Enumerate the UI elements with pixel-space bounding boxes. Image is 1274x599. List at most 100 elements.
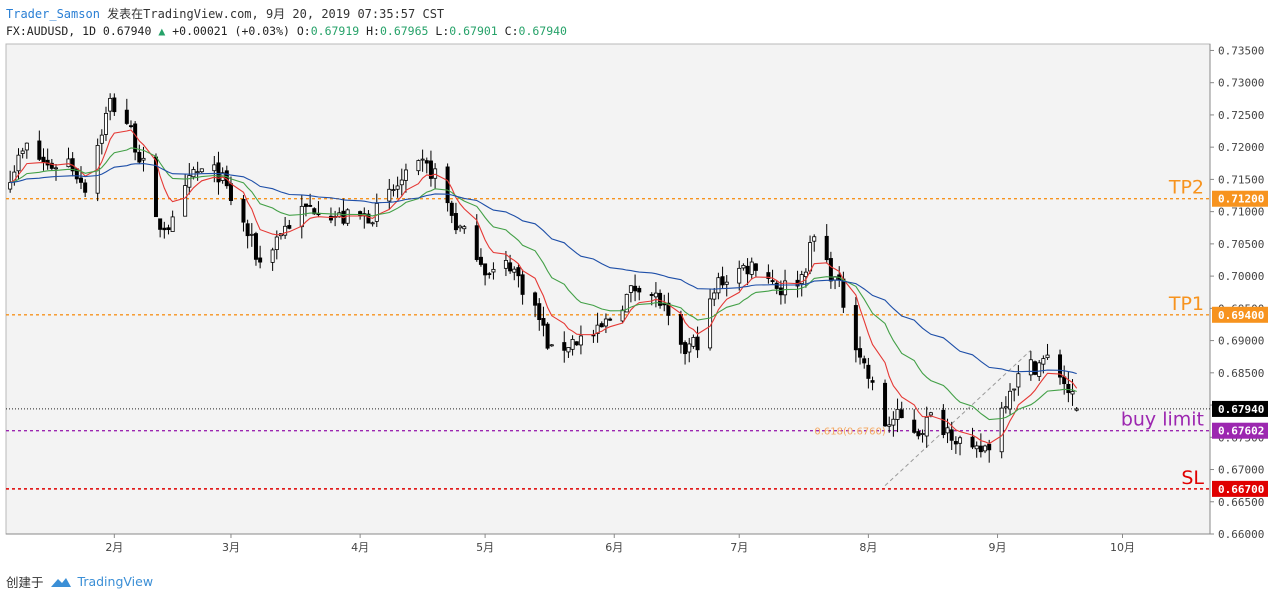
candle-body[interactable] [37, 140, 42, 160]
candle-body[interactable] [41, 156, 46, 163]
candle-body[interactable] [491, 268, 496, 273]
candle-body[interactable] [24, 142, 29, 151]
candle-body[interactable] [445, 166, 450, 204]
candle-body[interactable] [253, 233, 258, 260]
candle-body[interactable] [1070, 391, 1075, 395]
candle-body[interactable] [241, 198, 246, 223]
candle-body[interactable] [870, 380, 875, 383]
candle-body[interactable] [678, 314, 683, 345]
candle-body[interactable] [891, 418, 896, 426]
candle-body[interactable] [841, 278, 846, 308]
candle-body[interactable] [453, 213, 458, 231]
candle-body[interactable] [195, 171, 200, 174]
candle-body[interactable] [895, 408, 900, 420]
candle-body[interactable] [158, 218, 163, 230]
candle-body[interactable] [720, 276, 725, 286]
candle-body[interactable] [958, 437, 963, 444]
candle-body[interactable] [312, 208, 317, 215]
candle-body[interactable] [716, 277, 721, 294]
candle-body[interactable] [483, 263, 488, 276]
candle-body[interactable] [1008, 390, 1013, 410]
candle-body[interactable] [212, 164, 217, 172]
candle-body[interactable] [695, 336, 700, 351]
candle-body[interactable] [103, 112, 108, 135]
candle-body[interactable] [983, 445, 988, 452]
candle-body[interactable] [745, 265, 750, 275]
candle-body[interactable] [395, 185, 400, 190]
candle-body[interactable] [53, 167, 58, 170]
candle-body[interactable] [403, 169, 408, 181]
candle-body[interactable] [183, 185, 188, 217]
candle-body[interactable] [245, 223, 250, 237]
candle-body[interactable] [487, 273, 492, 276]
candle-body[interactable] [370, 222, 375, 225]
candle-body[interactable] [858, 348, 863, 358]
candle-body[interactable] [737, 267, 742, 284]
author-link[interactable]: Trader_Samson [6, 7, 100, 21]
plot-area[interactable] [5, 43, 1211, 535]
candle-body[interactable] [1037, 362, 1042, 377]
candle-body[interactable] [1016, 373, 1021, 388]
candle-body[interactable] [1012, 388, 1017, 391]
candle-body[interactable] [628, 285, 633, 293]
candle-body[interactable] [978, 445, 983, 453]
candle-body[interactable] [458, 225, 463, 229]
candle-body[interactable] [424, 160, 429, 164]
candle-body[interactable] [549, 344, 554, 347]
candle-body[interactable] [283, 225, 288, 236]
candle-body[interactable] [99, 134, 104, 144]
candle-body[interactable] [941, 409, 946, 436]
candle-body[interactable] [853, 305, 858, 351]
candle-body[interactable] [687, 343, 692, 353]
price-chart[interactable]: 0.73500 0.73000 0.72500 0.72000 0.71500 0.710… [0, 40, 1274, 565]
candle-body[interactable] [16, 154, 21, 172]
candle-body[interactable] [1074, 408, 1079, 411]
candle-body[interactable] [566, 347, 571, 353]
candle-body[interactable] [374, 203, 379, 222]
candle-body[interactable] [303, 203, 308, 207]
candle-body[interactable] [1033, 361, 1038, 375]
candle-body[interactable] [428, 160, 433, 179]
candle-body[interactable] [216, 162, 221, 183]
candle-body[interactable] [387, 188, 392, 202]
candle-body[interactable] [799, 274, 804, 285]
candle-body[interactable] [828, 258, 833, 282]
candle-body[interactable] [170, 216, 175, 232]
candle-body[interactable] [274, 236, 279, 251]
tradingview-brand[interactable]: TradingView [77, 574, 154, 589]
candle-body[interactable] [783, 280, 788, 296]
candle-body[interactable] [999, 407, 1004, 453]
candle-body[interactable] [166, 227, 171, 230]
candle-body[interactable] [883, 382, 888, 427]
candle-body[interactable] [803, 271, 808, 278]
candle-body[interactable] [770, 280, 775, 282]
candle-body[interactable] [112, 97, 117, 113]
candle-body[interactable] [537, 303, 542, 321]
candle-body[interactable] [683, 342, 688, 355]
candle-body[interactable] [503, 260, 508, 269]
candle-body[interactable] [83, 182, 88, 193]
candle-body[interactable] [866, 364, 871, 379]
candle-body[interactable] [462, 226, 467, 230]
candle-body[interactable] [78, 177, 83, 183]
candle-body[interactable] [608, 318, 613, 321]
candle-body[interactable] [287, 225, 292, 229]
candle-body[interactable] [753, 263, 758, 271]
candle-body[interactable] [199, 168, 204, 173]
candle-body[interactable] [328, 215, 333, 221]
candle-body[interactable] [603, 318, 608, 327]
candle-body[interactable] [562, 342, 567, 351]
candle-body[interactable] [928, 412, 933, 416]
candle-body[interactable] [953, 441, 958, 445]
candle-body[interactable] [974, 445, 979, 450]
candle-body[interactable] [595, 324, 600, 335]
candle-body[interactable] [416, 160, 421, 172]
candle-body[interactable] [141, 157, 146, 161]
candle-body[interactable] [249, 233, 254, 236]
candle-body[interactable] [987, 443, 992, 451]
candle-body[interactable] [391, 189, 396, 192]
candle-body[interactable] [949, 429, 954, 441]
candle-body[interactable] [620, 309, 625, 322]
candle-body[interactable] [137, 151, 142, 163]
candle-body[interactable] [1028, 359, 1033, 376]
